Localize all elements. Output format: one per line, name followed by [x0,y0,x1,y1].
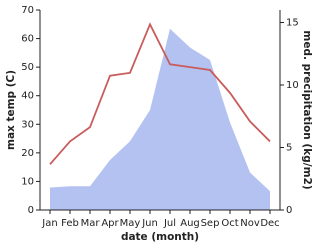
y-axis-label: max temp (C) [5,70,17,150]
x-tick-label: Feb [61,218,79,229]
y-tick-label: 0 [28,205,34,216]
x-tick-label: Nov [240,218,260,229]
y-tick-label: 50 [21,62,34,73]
y-tick-label: 10 [21,176,34,187]
x-tick-label: Jun [141,218,158,229]
y2-axis-label: med. precipitation (kg/m2) [301,30,313,189]
y-tick-label: 20 [21,148,34,159]
x-tick-label: Jul [163,218,176,229]
x-tick-label: May [120,218,141,229]
y-tick-label: 60 [21,34,34,45]
x-axis-label: date (month) [121,231,199,243]
y-tick-label: 30 [21,119,34,130]
area [50,28,270,210]
x-tick-label: Sep [201,218,220,229]
y-tick-label: 70 [21,5,34,16]
chart: date (month) max temp (C) med. precipita… [5,5,313,243]
x-tick-label: Apr [101,218,119,229]
y-tick-label: 40 [21,91,34,102]
y2-tick-label: 15 [286,18,299,29]
x-tick-label: Aug [180,218,200,229]
x-tick-label: Mar [81,218,101,229]
y2-tick-label: 0 [286,205,292,216]
x-tick-label: Jan [41,218,57,229]
x-tick-label: Oct [221,218,238,229]
line [49,22,271,165]
y2-tick-label: 5 [286,143,292,154]
x-tick-label: Dec [260,218,279,229]
y2-tick-label: 10 [286,80,299,91]
